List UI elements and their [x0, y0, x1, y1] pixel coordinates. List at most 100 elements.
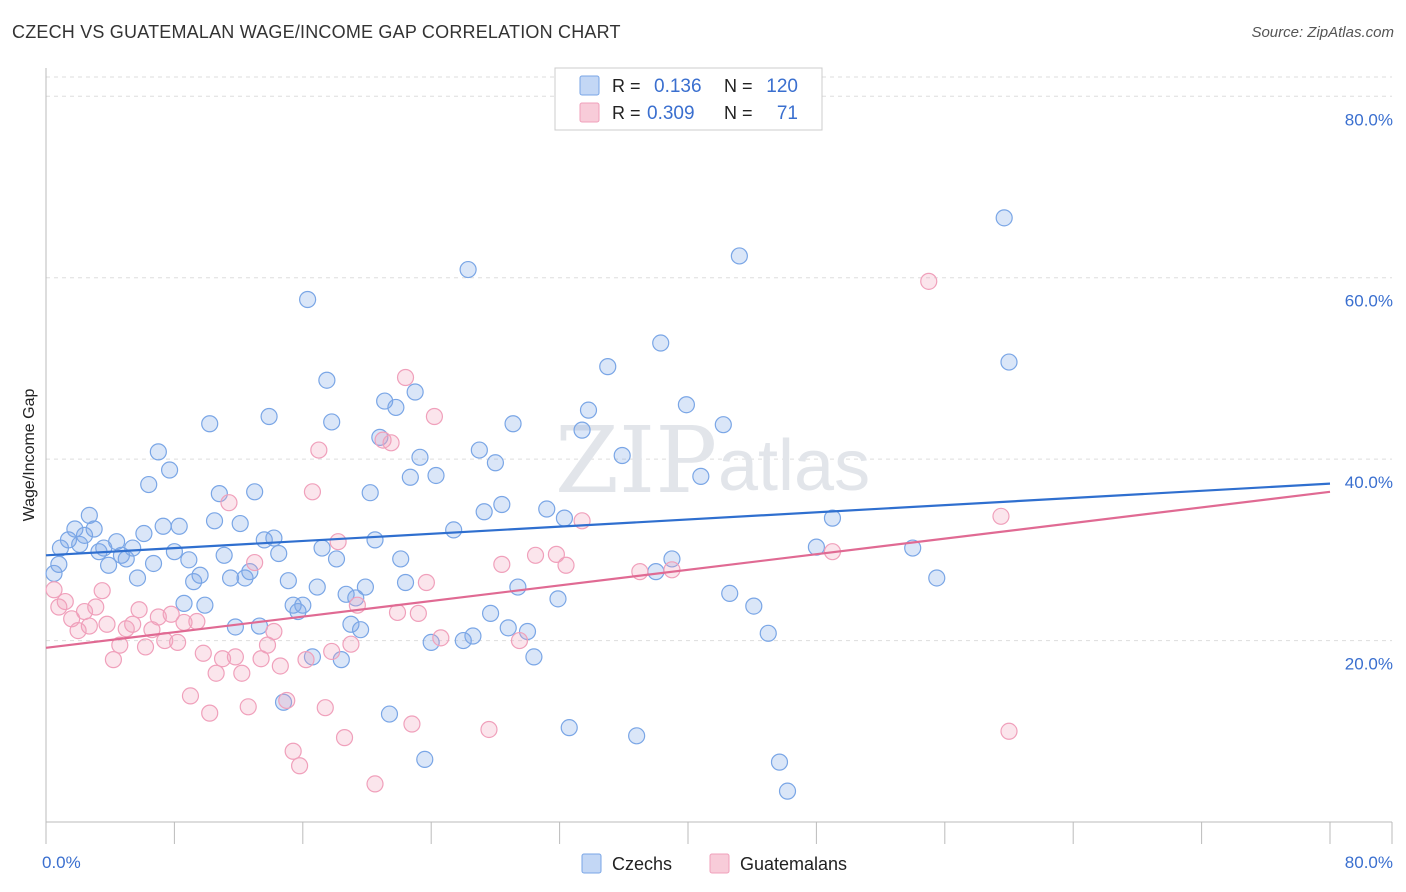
data-point-czechs: [499, 619, 517, 637]
data-point-guatemalans: [181, 687, 200, 705]
data-point-czechs: [313, 539, 331, 557]
data-point-czechs: [549, 590, 567, 608]
data-point-guatemalans: [45, 581, 63, 599]
data-point-guatemalans: [310, 441, 328, 459]
data-point-czechs: [241, 563, 259, 581]
legend-n-label: N =: [724, 76, 753, 96]
data-point-guatemalans: [130, 601, 148, 619]
data-point-czechs: [279, 572, 297, 590]
legend-n-value: 120: [766, 76, 798, 97]
data-point-czechs: [59, 531, 78, 549]
data-point-guatemalans: [920, 272, 938, 290]
data-point-czechs: [356, 578, 374, 596]
data-point-czechs: [270, 544, 288, 563]
data-point-guatemalans: [201, 704, 219, 722]
data-point-czechs: [191, 566, 209, 584]
data-point-guatemalans: [432, 629, 450, 647]
data-point-guatemalans: [226, 648, 244, 666]
y-tick-labels: 20.0% 40.0% 60.0% 80.0%: [1345, 110, 1393, 673]
data-point-czechs: [928, 569, 946, 587]
data-point-czechs: [196, 596, 214, 614]
data-point-guatemalans: [323, 642, 341, 661]
data-point-guatemalans: [278, 691, 296, 710]
data-point-czechs: [677, 396, 695, 414]
legend-top: R = 0.136 N = 120 R = 0.309 N = 71: [554, 67, 823, 131]
data-point-czechs: [135, 524, 153, 543]
data-point-czechs: [380, 705, 399, 723]
data-point-guatemalans: [342, 635, 360, 653]
data-point-czechs: [481, 604, 500, 622]
data-point-czechs: [692, 467, 710, 485]
data-point-czechs: [165, 543, 183, 561]
data-point-guatemalans: [663, 561, 681, 579]
data-point-czechs: [260, 407, 278, 426]
data-point-guatemalans: [87, 598, 105, 616]
y-tick-label: 60.0%: [1345, 292, 1393, 311]
data-point-czechs: [75, 526, 94, 544]
data-point-czechs: [80, 506, 98, 524]
legend-r-label: R =: [612, 76, 641, 96]
data-point-czechs: [160, 461, 179, 479]
data-point-czechs: [221, 569, 240, 587]
data-point-guatemalans: [303, 483, 322, 501]
data-point-guatemalans: [366, 775, 384, 793]
data-point-czechs: [323, 413, 341, 431]
data-point-guatemalans: [124, 615, 142, 633]
legend-bottom-swatch-guatemalans: [709, 853, 730, 874]
data-point-guatemalans: [239, 698, 257, 716]
watermark-zip: ZIP: [555, 407, 717, 514]
data-point-czechs: [108, 533, 126, 551]
data-point-guatemalans: [80, 617, 98, 635]
data-point-czechs: [308, 578, 326, 596]
data-point-guatemalans: [69, 621, 87, 640]
data-point-czechs: [427, 466, 445, 485]
data-point-czechs: [140, 475, 158, 494]
data-point-czechs: [411, 448, 429, 466]
data-point-czechs: [401, 468, 419, 486]
data-point-czechs: [246, 483, 264, 501]
trend-line-guatemalans: [45, 490, 1331, 649]
data-point-guatemalans: [271, 657, 289, 675]
legend-swatch-guatemalans: [579, 102, 600, 123]
data-point-guatemalans: [220, 494, 238, 512]
data-point-czechs: [201, 415, 219, 433]
data-point-guatemalans: [246, 553, 264, 572]
data-point-czechs: [318, 371, 336, 389]
data-point-guatemalans: [417, 573, 435, 592]
data-point-czechs: [351, 621, 370, 639]
data-point-guatemalans: [493, 555, 511, 573]
data-point-guatemalans: [207, 664, 225, 682]
data-point-czechs: [392, 550, 410, 568]
data-point-czechs: [366, 531, 384, 549]
data-point-guatemalans: [188, 612, 206, 631]
data-point-czechs: [721, 584, 739, 603]
data-point-czechs: [396, 573, 415, 592]
watermark: ZIP atlas: [555, 407, 870, 514]
data-point-czechs: [175, 594, 193, 612]
data-point-guatemalans: [992, 507, 1010, 525]
data-point-czechs: [579, 401, 598, 419]
legend-bottom: Czechs Guatemalans: [581, 853, 847, 874]
data-point-guatemalans: [169, 633, 187, 651]
data-point-guatemalans: [425, 407, 444, 426]
data-point-czechs: [387, 398, 405, 417]
data-point-czechs: [613, 446, 631, 465]
data-point-guatemalans: [510, 631, 529, 650]
chart-title: CZECH VS GUATEMALAN WAGE/INCOME GAP CORR…: [12, 22, 621, 42]
data-point-czechs: [475, 503, 493, 521]
x-tick-label-max: 80.0%: [1345, 853, 1393, 872]
data-point-guatemalans: [162, 605, 180, 623]
data-point-guatemalans: [233, 664, 251, 682]
legend-r-value: 0.136: [654, 76, 702, 97]
data-point-guatemalans: [316, 699, 334, 717]
data-point-czechs: [85, 520, 103, 538]
data-point-guatemalans: [1000, 722, 1018, 740]
data-point-guatemalans: [265, 622, 283, 641]
data-point-guatemalans: [396, 368, 415, 387]
watermark-atlas: atlas: [718, 426, 870, 506]
data-point-guatemalans: [284, 742, 302, 760]
data-point-czechs: [299, 290, 317, 309]
x-tick-label-min: 0.0%: [42, 853, 81, 872]
data-point-czechs: [759, 624, 777, 642]
